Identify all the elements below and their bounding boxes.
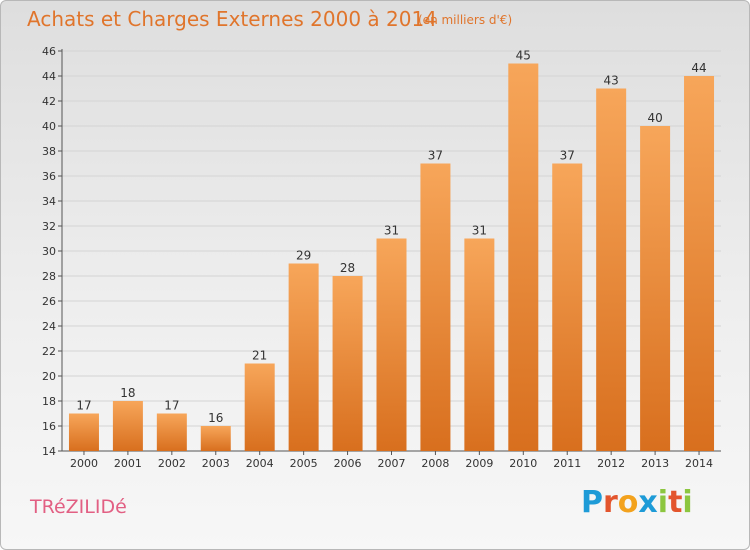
x-tick-label: 2001	[114, 457, 142, 470]
logo-letter: o	[617, 485, 639, 520]
data-label-2003: 16	[208, 411, 223, 425]
data-label-2005: 29	[296, 249, 311, 263]
y-tick-label: 38	[42, 145, 56, 158]
bar-2011	[552, 163, 583, 451]
x-tick-label: 2008	[421, 457, 449, 470]
bar-2013	[640, 126, 671, 451]
x-tick-label: 2013	[641, 457, 669, 470]
x-tick-label: 2004	[246, 457, 274, 470]
data-label-2002: 17	[164, 399, 179, 413]
y-tick-label: 42	[42, 95, 56, 108]
data-label-2014: 44	[691, 61, 706, 75]
y-tick-label: 30	[42, 245, 56, 258]
y-tick-label: 14	[42, 445, 56, 458]
data-label-2004: 21	[252, 349, 267, 363]
x-tick-label: 2002	[158, 457, 186, 470]
bar-2000	[68, 413, 99, 451]
bars	[68, 63, 715, 451]
data-label-2011: 37	[560, 149, 575, 163]
x-tick-label: 2014	[685, 457, 713, 470]
logo-letter: P	[581, 485, 603, 520]
y-tick-label: 36	[42, 170, 56, 183]
data-label-2010: 45	[516, 49, 531, 63]
data-label-2001: 18	[120, 386, 135, 400]
y-tick-label: 28	[42, 270, 56, 283]
bar-2003	[200, 426, 231, 451]
y-tick-label: 24	[42, 320, 56, 333]
data-label-2006: 28	[340, 261, 355, 275]
data-label-2000: 17	[76, 399, 91, 413]
x-tick-label: 2007	[378, 457, 406, 470]
x-tick-label: 2005	[290, 457, 318, 470]
logo-letter: r	[603, 485, 618, 520]
bar-2006	[332, 276, 363, 451]
y-tick-label: 40	[42, 120, 56, 133]
proxiti-logo: Proxiti	[581, 485, 693, 520]
y-tick-label: 46	[42, 45, 56, 58]
y-tick-label: 18	[42, 395, 56, 408]
data-label-2013: 40	[647, 111, 662, 125]
data-label-2008: 37	[428, 149, 443, 163]
y-tick-label: 32	[42, 220, 56, 233]
logo-letter: i	[657, 485, 669, 520]
y-tick-label: 44	[42, 70, 56, 83]
chart-title: Achats et Charges Externes 2000 à 2014	[27, 7, 437, 31]
x-tick-label: 2009	[465, 457, 493, 470]
logo-letter: x	[638, 485, 658, 520]
bar-2008	[420, 163, 451, 451]
data-labels: 17 18 17 16 21 29 28 31 37 31 45 37 43 40 44	[76, 49, 706, 426]
bar-2010	[508, 63, 539, 451]
x-tick-label: 2010	[509, 457, 537, 470]
commune-name: TRéZILIDé	[30, 496, 127, 518]
y-tick-label: 34	[42, 195, 56, 208]
y-tick-label: 26	[42, 295, 56, 308]
logo-letter: t	[668, 485, 683, 520]
x-tick-label: 2012	[597, 457, 625, 470]
x-tick-label: 2011	[553, 457, 581, 470]
data-label-2012: 43	[604, 74, 619, 88]
y-tick-label: 16	[42, 420, 56, 433]
y-tick-label: 20	[42, 370, 56, 383]
chart-subtitle: (en milliers d'€)	[418, 13, 513, 27]
x-tick-label: 2006	[334, 457, 362, 470]
bar-2009	[464, 238, 495, 451]
bar-2005	[288, 263, 319, 451]
bar-2007	[376, 238, 407, 451]
x-tick-label: 2000	[70, 457, 98, 470]
bar-2004	[244, 363, 275, 451]
data-label-2007: 31	[384, 224, 399, 238]
axes: 14 16 18 20 22 24 26 28 30 32 34 36 38 40 42 44 46 2000 20…	[42, 45, 721, 470]
data-label-2009: 31	[472, 224, 487, 238]
bar-2012	[596, 88, 627, 451]
y-tick-label: 22	[42, 345, 56, 358]
bar-2014	[684, 76, 715, 451]
bar-2001	[112, 401, 143, 451]
bar-2002	[156, 413, 187, 451]
x-tick-label: 2003	[202, 457, 230, 470]
logo-letter: i	[682, 485, 693, 520]
